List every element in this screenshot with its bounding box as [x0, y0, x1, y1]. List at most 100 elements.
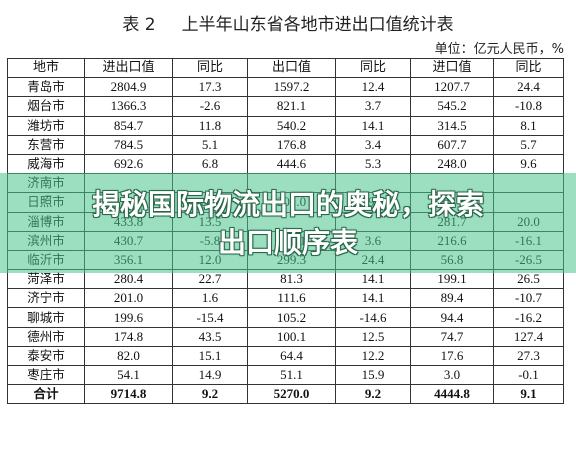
value-cell: 105.2	[247, 307, 336, 328]
header-import-yoy: 同比	[493, 57, 564, 79]
value-cell: -10.7	[493, 288, 564, 309]
total-cell: 9.2	[172, 384, 248, 405]
table-row: 济宁市 201.0 1.6 111.6 14.1 89.4 -10.7	[7, 288, 564, 309]
value-cell: 17.6	[410, 345, 494, 367]
header-export-value: 出口值	[247, 57, 336, 79]
city-cell: 德州市	[7, 326, 85, 347]
city-cell: 威海市	[7, 153, 85, 175]
city-cell: 泰安市	[7, 345, 85, 367]
value-cell: 22.7	[172, 269, 248, 290]
value-cell: 3.4	[335, 134, 411, 155]
value-cell: 6.8	[172, 153, 248, 175]
total-row: 合计 9714.8 9.2 5270.0 9.2 4444.8 9.1	[7, 384, 564, 405]
value-cell: 12.5	[335, 326, 411, 347]
value-cell: 821.1	[247, 96, 336, 117]
value-cell: 3.0	[410, 364, 494, 386]
total-cell: 4444.8	[410, 384, 494, 405]
value-cell: -15.4	[172, 307, 248, 328]
value-cell: -10.8	[493, 96, 564, 117]
total-label: 合计	[7, 384, 85, 405]
value-cell: 540.2	[247, 115, 336, 136]
value-cell: 248.0	[410, 153, 494, 175]
value-cell: 5.3	[335, 153, 411, 175]
value-cell: 1.6	[172, 288, 248, 309]
value-cell: 444.6	[247, 153, 336, 175]
value-cell: 199.6	[84, 307, 173, 328]
total-cell: 9.1	[493, 384, 564, 405]
header-import-value: 进口值	[410, 57, 494, 79]
value-cell: 176.8	[247, 134, 336, 155]
city-cell: 青岛市	[7, 77, 85, 98]
table-title-text: 上半年山东省各地市进出口值统计表	[181, 14, 454, 35]
header-export-yoy: 同比	[335, 57, 411, 79]
table-row: 德州市 174.8 43.5 100.1 12.5 74.7 127.4	[7, 326, 564, 347]
value-cell: 1207.7	[410, 77, 494, 98]
overlay-headline: 揭秘国际物流出口的奥秘，探索 出口顺序表	[0, 186, 576, 262]
value-cell: 5.1	[172, 134, 248, 155]
value-cell: 51.1	[247, 364, 336, 386]
value-cell: 199.1	[410, 269, 494, 290]
header-trade-yoy: 同比	[172, 57, 248, 79]
value-cell: 54.1	[84, 364, 173, 386]
city-cell: 烟台市	[7, 96, 85, 117]
value-cell: 9.6	[493, 153, 564, 175]
value-cell: 15.9	[335, 364, 411, 386]
table-row: 聊城市 199.6 -15.4 105.2 -14.6 94.4 -16.2	[7, 307, 564, 328]
unit-note: 单位：亿元人民币，%	[434, 42, 564, 57]
table-row: 泰安市 82.0 15.1 64.4 12.2 17.6 27.3	[7, 345, 564, 367]
total-cell: 5270.0	[247, 384, 336, 405]
value-cell: 5.7	[493, 134, 564, 155]
table-row: 青岛市 2804.9 17.3 1597.2 12.4 1207.7 24.4	[7, 77, 564, 98]
value-cell: 1366.3	[84, 96, 173, 117]
value-cell: 14.1	[335, 269, 411, 290]
value-cell: -2.6	[172, 96, 248, 117]
header-row: 地市 进出口值 同比 出口值 同比 进口值 同比	[7, 57, 564, 79]
value-cell: 692.6	[84, 153, 173, 175]
value-cell: 27.3	[493, 345, 564, 367]
city-cell: 菏泽市	[7, 269, 85, 290]
value-cell: 2804.9	[84, 77, 173, 98]
table-row: 东营市 784.5 5.1 176.8 3.4 607.7 5.7	[7, 134, 564, 155]
value-cell: 64.4	[247, 345, 336, 367]
header-city: 地市	[7, 57, 85, 79]
value-cell: 201.0	[84, 288, 173, 309]
value-cell: 607.7	[410, 134, 494, 155]
value-cell: 94.4	[410, 307, 494, 328]
table-row: 潍坊市 854.7 11.8 540.2 14.1 314.5 8.1	[7, 115, 564, 136]
header-trade-value: 进出口值	[84, 57, 173, 79]
value-cell: 127.4	[493, 326, 564, 347]
value-cell: -16.2	[493, 307, 564, 328]
table-row: 菏泽市 280.4 22.7 81.3 14.1 199.1 26.5	[7, 269, 564, 290]
value-cell: 11.8	[172, 115, 248, 136]
value-cell: 854.7	[84, 115, 173, 136]
value-cell: 12.4	[335, 77, 411, 98]
overlay-line-2: 出口顺序表	[217, 226, 358, 259]
city-cell: 枣庄市	[7, 364, 85, 386]
table-number: 表 2	[122, 14, 156, 35]
total-cell: 9.2	[335, 384, 411, 405]
table-row: 威海市 692.6 6.8 444.6 5.3 248.0 9.6	[7, 153, 564, 175]
city-cell: 潍坊市	[7, 115, 85, 136]
value-cell: 12.2	[335, 345, 411, 367]
table-row: 枣庄市 54.1 14.9 51.1 15.9 3.0 -0.1	[7, 364, 564, 386]
city-cell: 东营市	[7, 134, 85, 155]
value-cell: 15.1	[172, 345, 248, 367]
value-cell: 82.0	[84, 345, 173, 367]
value-cell: 89.4	[410, 288, 494, 309]
city-cell: 济宁市	[7, 288, 85, 309]
overlay-line-1: 揭秘国际物流出口的奥秘，探索	[91, 188, 484, 221]
value-cell: 545.2	[410, 96, 494, 117]
value-cell: 14.1	[335, 288, 411, 309]
total-cell: 9714.8	[84, 384, 173, 405]
table-title: 表 2 上半年山东省各地市进出口值统计表	[0, 10, 576, 35]
value-cell: 3.7	[335, 96, 411, 117]
value-cell: -14.6	[335, 307, 411, 328]
value-cell: 14.9	[172, 364, 248, 386]
table-row: 烟台市 1366.3 -2.6 821.1 3.7 545.2 -10.8	[7, 96, 564, 117]
value-cell: 17.3	[172, 77, 248, 98]
value-cell: 784.5	[84, 134, 173, 155]
value-cell: 81.3	[247, 269, 336, 290]
value-cell: 111.6	[247, 288, 336, 309]
value-cell: 14.1	[335, 115, 411, 136]
value-cell: 26.5	[493, 269, 564, 290]
